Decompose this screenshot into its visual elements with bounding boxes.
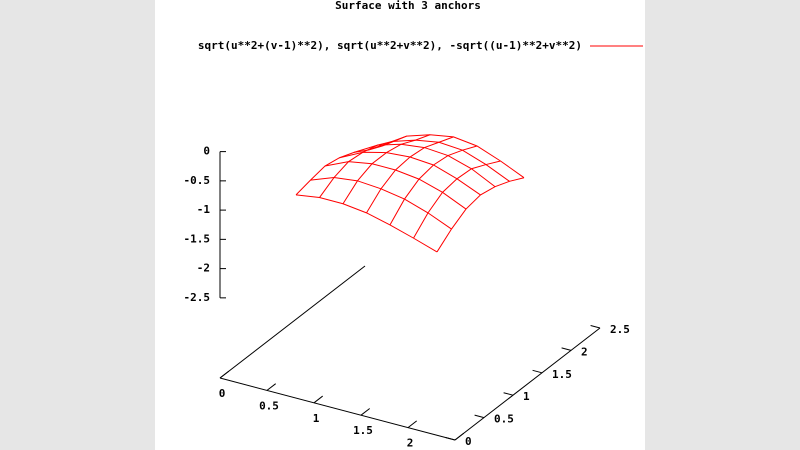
surface-line	[310, 177, 452, 230]
x-tick	[360, 408, 371, 416]
surface-line	[353, 143, 496, 188]
plot-area	[155, 0, 645, 450]
x-tick	[266, 383, 277, 391]
y-tick-label: 0.5	[494, 413, 514, 426]
x-tick	[313, 395, 324, 404]
x-tick	[407, 420, 418, 428]
x-tick	[219, 370, 230, 379]
axis-line	[219, 377, 456, 441]
x-tick-label: 1	[313, 412, 320, 425]
y-tick-label: 1.5	[552, 368, 572, 381]
x-tick-label: 0.5	[259, 399, 279, 412]
y-tick	[590, 325, 601, 329]
surface-line	[368, 139, 510, 182]
z-tick-label: -2.5	[184, 291, 211, 304]
x-tick-label: 0	[219, 387, 226, 400]
y-tick	[503, 392, 514, 396]
z-tick-label: -1	[197, 203, 211, 216]
surface-line	[324, 161, 467, 210]
z-tick-label: -0.5	[184, 174, 211, 187]
surface-line	[382, 134, 525, 179]
z-tick-label: 0	[203, 145, 210, 158]
axis-line	[454, 327, 601, 441]
axis-line	[219, 265, 366, 379]
y-tick-label: 2.5	[610, 323, 630, 336]
y-tick	[474, 414, 485, 419]
y-tick	[445, 437, 456, 441]
z-tick-label: -1.5	[184, 232, 211, 245]
y-tick-label: 1	[523, 390, 530, 403]
chart-title: Surface with 3 anchors	[335, 0, 481, 12]
surface-line	[295, 194, 438, 253]
y-tick-label: 0	[465, 435, 472, 448]
legend-label: sqrt(u**2+(v-1)**2), sqrt(u**2+v**2), -s…	[198, 39, 582, 52]
x-tick-label: 1.5	[353, 424, 373, 437]
y-tick	[532, 369, 543, 374]
y-tick-label: 2	[581, 345, 588, 358]
z-tick-label: -2	[197, 262, 210, 275]
y-tick	[561, 347, 572, 351]
surface-line	[339, 151, 481, 196]
x-tick-label: 2	[407, 437, 414, 450]
x-tick	[454, 432, 465, 441]
